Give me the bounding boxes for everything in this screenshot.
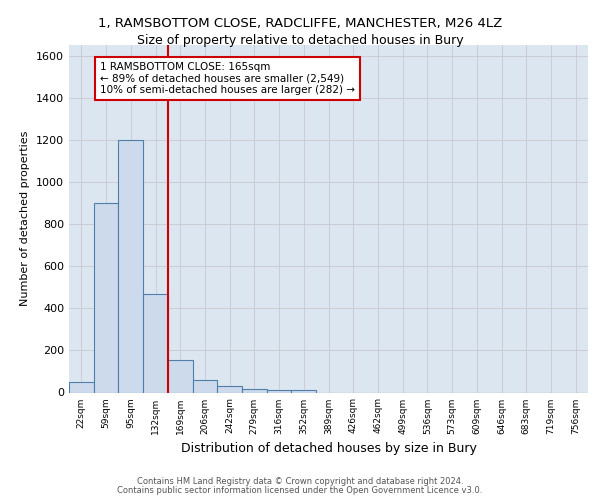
Bar: [118, 140, 143, 392]
Bar: [217, 386, 242, 392]
Bar: [143, 294, 168, 392]
Y-axis label: Number of detached properties: Number of detached properties: [20, 131, 31, 306]
Bar: [292, 390, 316, 392]
Bar: [242, 390, 267, 392]
Text: Contains HM Land Registry data © Crown copyright and database right 2024.: Contains HM Land Registry data © Crown c…: [137, 477, 463, 486]
Text: Size of property relative to detached houses in Bury: Size of property relative to detached ho…: [137, 34, 463, 47]
Bar: [94, 203, 118, 392]
Bar: [267, 390, 292, 392]
Bar: [193, 380, 217, 392]
Text: 1 RAMSBOTTOM CLOSE: 165sqm
← 89% of detached houses are smaller (2,549)
10% of s: 1 RAMSBOTTOM CLOSE: 165sqm ← 89% of deta…: [100, 62, 355, 95]
Text: 1, RAMSBOTTOM CLOSE, RADCLIFFE, MANCHESTER, M26 4LZ: 1, RAMSBOTTOM CLOSE, RADCLIFFE, MANCHEST…: [98, 18, 502, 30]
Text: Contains public sector information licensed under the Open Government Licence v3: Contains public sector information licen…: [118, 486, 482, 495]
Bar: [69, 382, 94, 392]
X-axis label: Distribution of detached houses by size in Bury: Distribution of detached houses by size …: [181, 442, 476, 455]
Bar: [168, 360, 193, 392]
